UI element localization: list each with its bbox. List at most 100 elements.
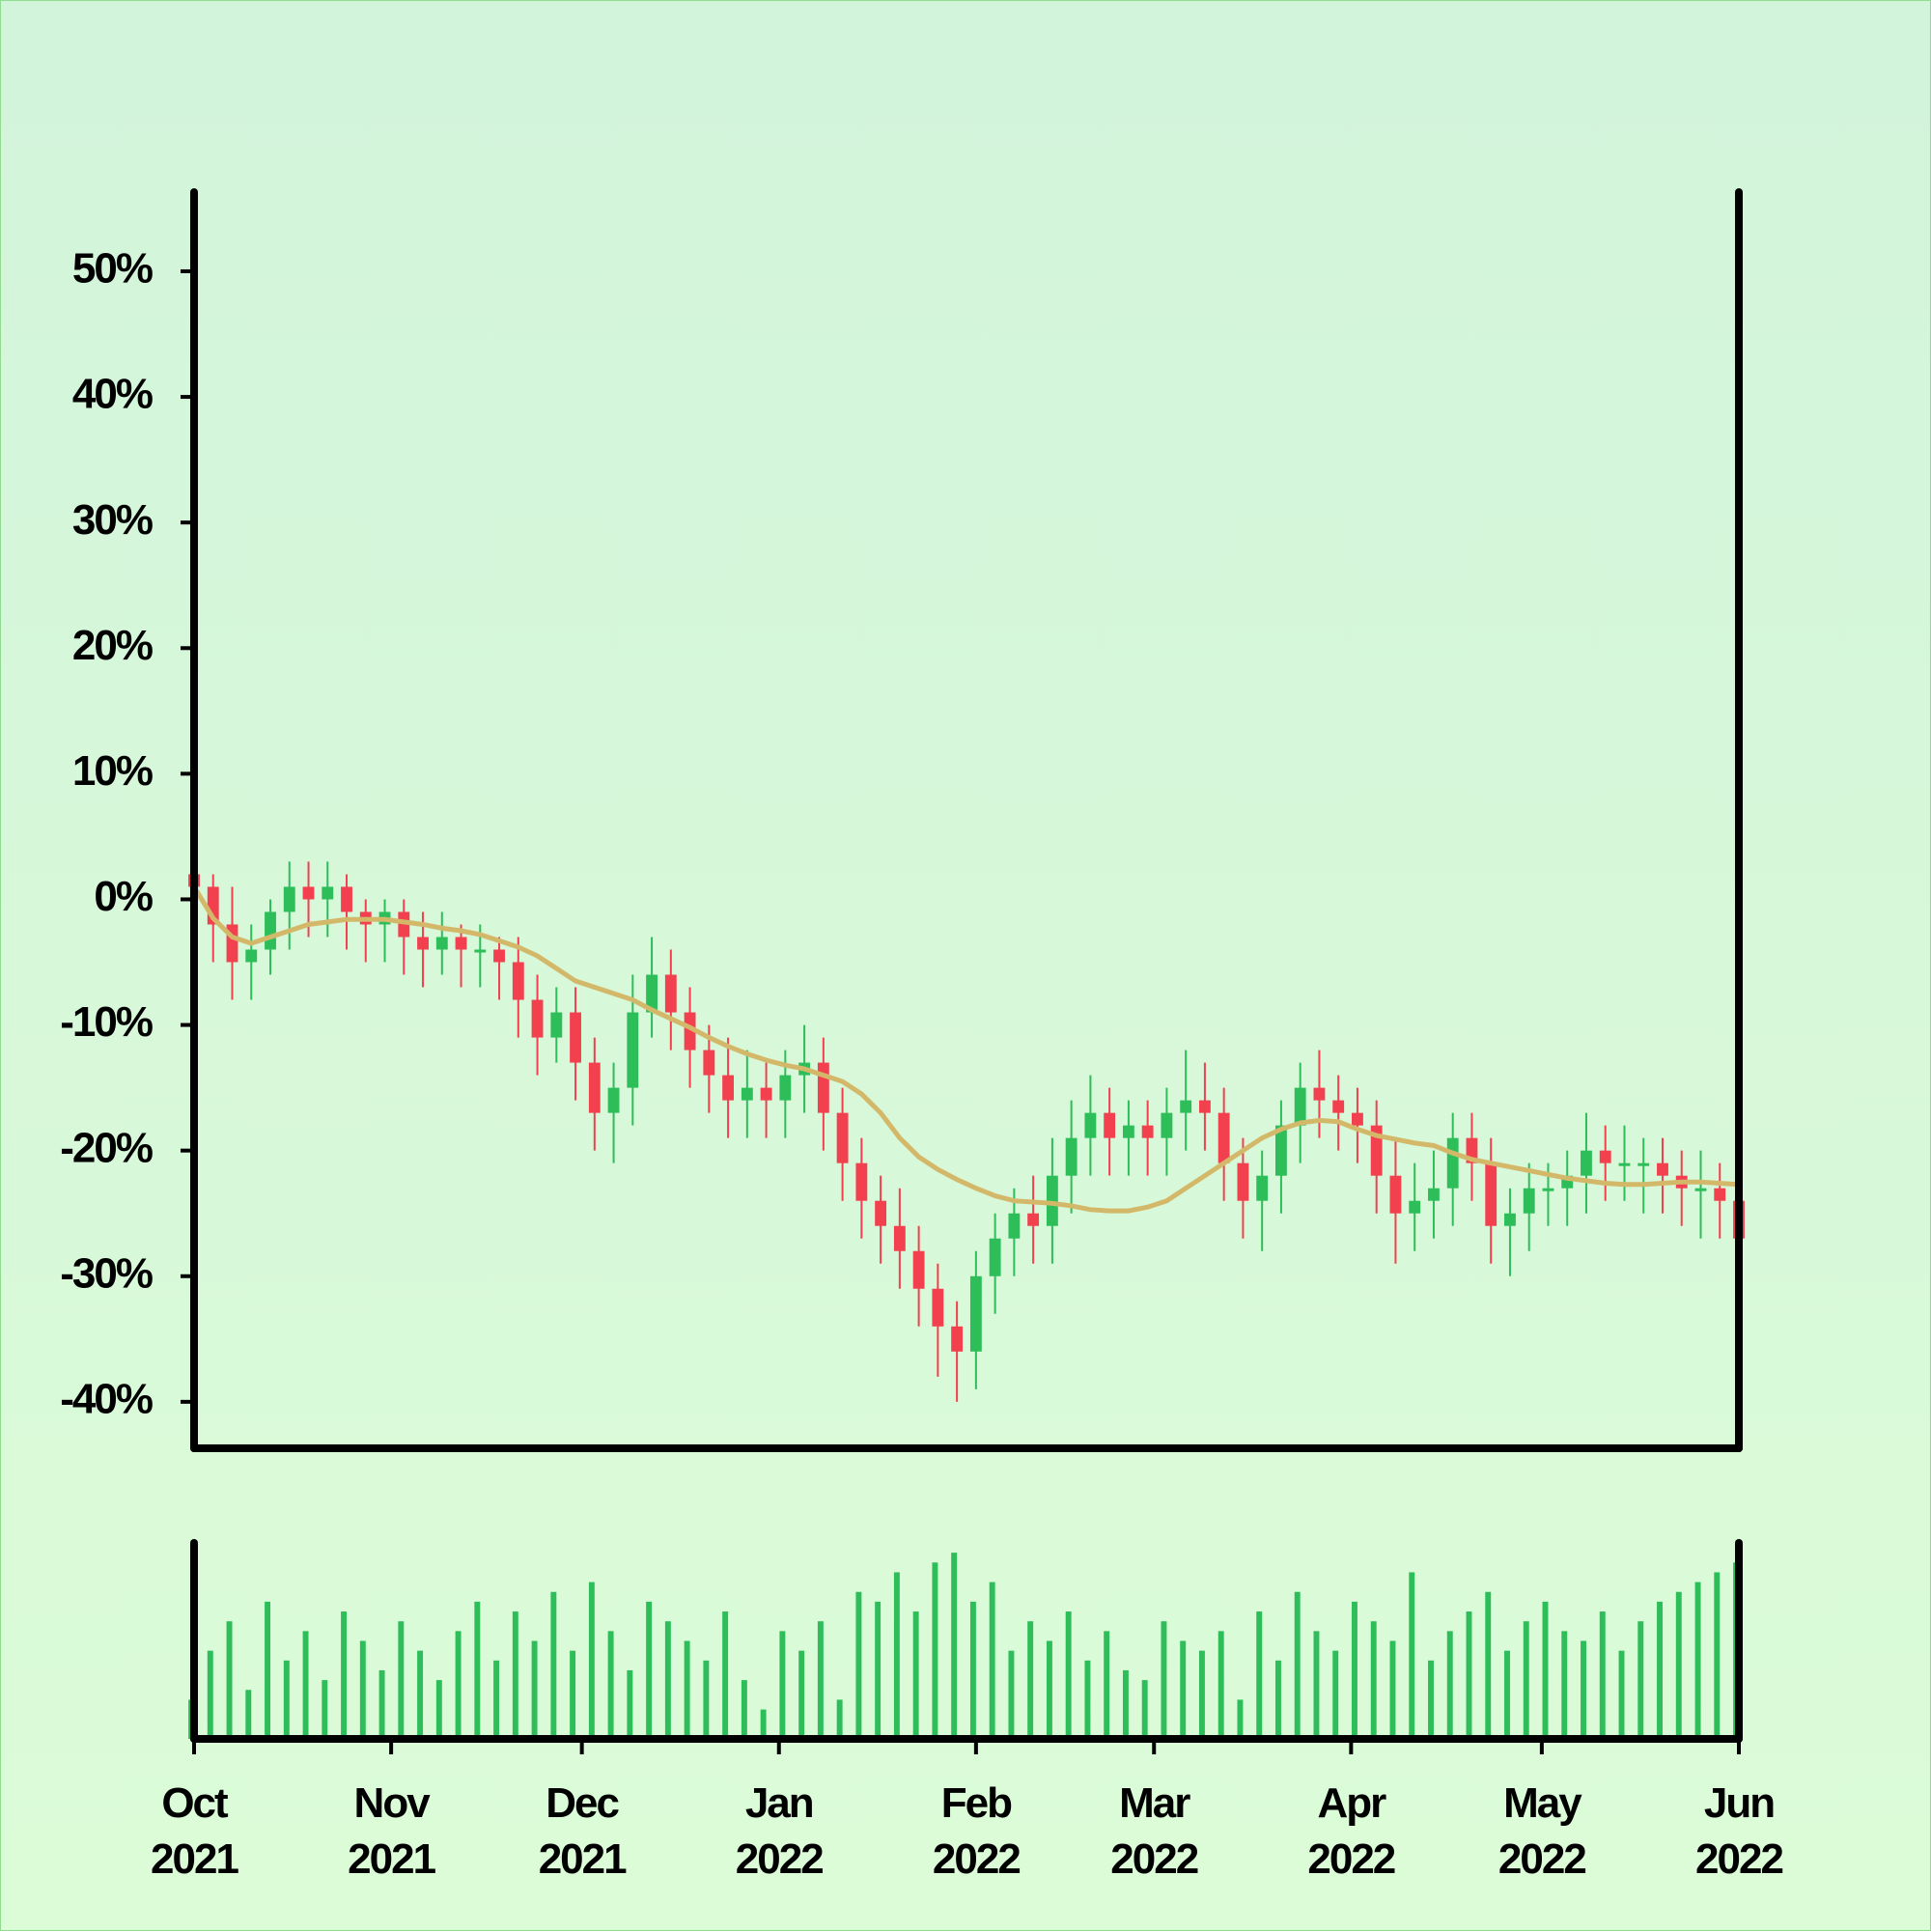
y-tick-label: -30% — [60, 1249, 153, 1297]
y-tick-label: 10% — [72, 747, 153, 795]
y-tick-label: -20% — [60, 1124, 153, 1171]
volume-bar — [1370, 1621, 1377, 1739]
x-tick-label: May 2022 — [1497, 1779, 1587, 1883]
candle-body — [1542, 1188, 1554, 1191]
volume-bar — [322, 1680, 328, 1739]
candle-body — [1217, 1112, 1230, 1163]
volume-bar — [875, 1601, 882, 1739]
candle-body — [1370, 1125, 1383, 1176]
candle-body — [951, 1326, 964, 1352]
volume-bar — [1542, 1601, 1549, 1739]
candle-body — [1694, 1188, 1707, 1191]
volume-bar — [1504, 1650, 1510, 1739]
candle-body — [989, 1238, 1001, 1276]
y-tick-label: 40% — [72, 371, 153, 418]
candle-body — [855, 1162, 868, 1201]
volume-bar — [1046, 1640, 1052, 1739]
candle-body — [1657, 1162, 1668, 1176]
candle-body — [836, 1112, 849, 1163]
candle-body — [302, 886, 315, 900]
candle-body — [741, 1087, 753, 1101]
candle-body — [588, 1062, 601, 1113]
candle-body — [607, 1087, 620, 1113]
volume-bar — [1523, 1621, 1529, 1739]
candle-body — [1275, 1125, 1287, 1176]
volume-bar — [893, 1572, 900, 1739]
volume-bar — [1694, 1582, 1701, 1739]
candle-body — [969, 1275, 982, 1352]
candle-body — [893, 1225, 906, 1251]
candle-body — [1141, 1125, 1154, 1138]
volume-bar — [1141, 1680, 1148, 1739]
candle-body — [550, 1012, 563, 1038]
volume-bar — [417, 1650, 424, 1739]
candle-body — [875, 1200, 887, 1226]
volume-bar — [760, 1709, 767, 1739]
candle-body — [512, 962, 524, 1000]
candle-body — [1008, 1213, 1021, 1239]
candle-body — [1714, 1188, 1726, 1201]
volume-bar — [1637, 1621, 1644, 1739]
volume-bar — [1065, 1611, 1072, 1739]
volume-bar — [435, 1680, 442, 1739]
candle-body — [1599, 1150, 1611, 1163]
candle-body — [1027, 1213, 1040, 1226]
candle-body — [1581, 1150, 1592, 1176]
volume-bar — [798, 1650, 805, 1739]
volume-bar — [1389, 1640, 1396, 1739]
volume-bar — [493, 1660, 500, 1739]
y-tick-label: 30% — [72, 496, 153, 544]
volume-bar — [341, 1611, 348, 1739]
volume-bar — [1217, 1631, 1224, 1739]
x-tick-label: Mar 2022 — [1110, 1779, 1199, 1883]
candle-body — [322, 886, 334, 900]
candle-body — [684, 1012, 696, 1050]
x-tick-label: Jun 2022 — [1695, 1779, 1784, 1883]
volume-bar — [302, 1631, 309, 1739]
candle-body — [817, 1062, 829, 1113]
candle-body — [627, 1012, 639, 1088]
volume-bar — [1294, 1591, 1301, 1739]
candle-body — [1485, 1162, 1497, 1226]
volume-bar — [1446, 1631, 1453, 1739]
candle-body — [703, 1050, 715, 1076]
volume-bar — [1428, 1660, 1434, 1739]
candle-body — [570, 1012, 581, 1063]
candle-body — [1332, 1100, 1345, 1113]
volume-bar — [1275, 1660, 1281, 1739]
candle-body — [1161, 1112, 1173, 1138]
volume-bar — [398, 1621, 405, 1739]
volume-bar — [588, 1582, 595, 1739]
volume-bar — [207, 1650, 213, 1739]
volume-bar — [989, 1582, 995, 1739]
candle-body — [435, 937, 448, 950]
candle-body — [1180, 1100, 1192, 1113]
volume-bar — [684, 1640, 690, 1739]
y-tick-label: -40% — [60, 1375, 153, 1422]
volume-bar — [951, 1553, 958, 1739]
volume-bar — [722, 1611, 729, 1739]
y-tick-label: 0% — [94, 873, 152, 920]
volume-bar — [359, 1640, 366, 1739]
candle-body — [226, 924, 238, 963]
volume-bar — [1027, 1621, 1034, 1739]
candle-body — [664, 974, 677, 1013]
volume-bar — [664, 1621, 671, 1739]
volume-bar — [912, 1611, 919, 1739]
volume-bar — [1161, 1621, 1167, 1739]
volume-bar — [779, 1631, 786, 1739]
candle-body — [1237, 1162, 1249, 1201]
moving-average — [191, 885, 1740, 1214]
volume-bar — [245, 1690, 252, 1739]
candle-body — [1466, 1137, 1478, 1163]
volume-bar — [1180, 1640, 1187, 1739]
y-tick-label: -10% — [60, 998, 153, 1046]
candle-body — [912, 1250, 925, 1289]
volume-bar — [1237, 1699, 1244, 1739]
volume-bar — [1466, 1611, 1472, 1739]
volume-bar — [855, 1591, 862, 1739]
volume-bar — [1485, 1591, 1492, 1739]
volume-bar — [550, 1591, 557, 1739]
